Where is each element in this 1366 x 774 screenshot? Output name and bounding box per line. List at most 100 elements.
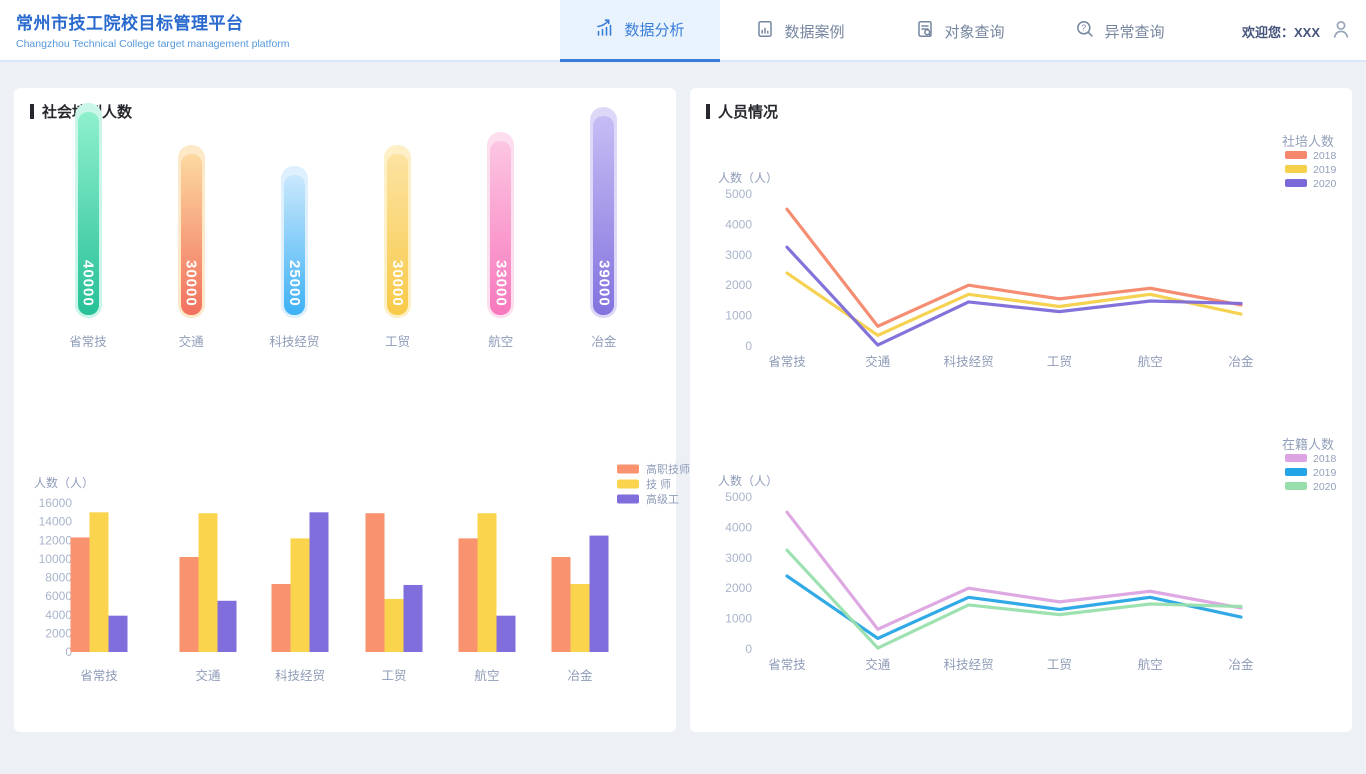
- capsule-bar-chart[interactable]: 40000 省常技 30000 交通 25000 科技经贸 30000 工贸 33000 航空 39…: [44, 103, 648, 350]
- y-axis-title: 人数（人）: [34, 475, 94, 490]
- legend-label: 2020: [1313, 481, 1337, 493]
- bar: [458, 538, 478, 652]
- y-tick-label: 4000: [45, 608, 72, 622]
- legend-swatch: [617, 464, 639, 474]
- y-tick-label: 3000: [725, 551, 752, 565]
- bar: [290, 538, 310, 652]
- bar: [309, 512, 329, 652]
- capsule-bar-halo: 40000: [74, 103, 102, 318]
- capsule-bar-group[interactable]: 30000 工贸: [354, 145, 442, 350]
- capsule-bar-group[interactable]: 25000 科技经贸: [250, 166, 338, 350]
- capsule-bar-group[interactable]: 30000 交通: [147, 145, 235, 350]
- bar-value-label: 40000: [79, 260, 97, 307]
- legend-label: 高级工: [646, 492, 679, 506]
- user-icon[interactable]: [1330, 18, 1352, 45]
- tab-object-query[interactable]: 对象查询: [880, 0, 1040, 62]
- y-tick-label: 5000: [725, 490, 752, 504]
- x-category-label: 省常技: [80, 669, 118, 683]
- search-question-icon: ?: [1075, 19, 1095, 43]
- y-tick-label: 2000: [725, 278, 752, 292]
- legend-label: 2019: [1313, 467, 1337, 479]
- bar: [551, 557, 571, 652]
- capsule-bar-group[interactable]: 33000 航空: [457, 132, 545, 350]
- welcome-text: 欢迎您：XXX: [1241, 24, 1320, 40]
- bar: [108, 615, 128, 652]
- legend-swatch: [1285, 454, 1307, 462]
- bar-series[interactable]: [89, 512, 590, 652]
- capsule-bar[interactable]: 30000: [180, 154, 202, 315]
- panel-social-training: 社会培训人数 40000省常技30000交通25000科技经贸30000工贸33…: [14, 88, 690, 732]
- line-series[interactable]: [785, 271, 1243, 337]
- legend-item[interactable]: 2018: [1285, 150, 1337, 162]
- capsule-bar[interactable]: 33000: [490, 141, 512, 315]
- line-series[interactable]: [785, 207, 1243, 328]
- bar-series[interactable]: [108, 512, 609, 652]
- x-category-label: 工贸: [1047, 355, 1072, 369]
- bar: [89, 512, 109, 652]
- bar: [365, 513, 385, 652]
- x-category-label: 省常技: [768, 658, 806, 672]
- legend-item[interactable]: 2020: [1285, 481, 1337, 493]
- capsule-bar[interactable]: 30000: [387, 154, 409, 315]
- legend-item[interactable]: 2018: [1285, 453, 1337, 465]
- bar: [198, 513, 218, 652]
- capsule-bar[interactable]: 39000: [593, 116, 615, 315]
- y-tick-label: 0: [65, 645, 72, 659]
- y-tick-label: 0: [745, 642, 752, 656]
- legend-item[interactable]: 高级工: [617, 492, 679, 506]
- legend-item[interactable]: 2019: [1285, 164, 1337, 176]
- x-category-label: 工贸: [381, 669, 406, 683]
- bar: [70, 537, 90, 652]
- capsule-bar[interactable]: 25000: [283, 175, 305, 315]
- x-category-label: 航空: [1138, 354, 1163, 369]
- bar: [403, 584, 423, 652]
- y-tick-label: 1000: [725, 612, 752, 626]
- legend-swatch: [617, 479, 639, 489]
- line-series[interactable]: [785, 510, 1243, 631]
- bar-value-label: 30000: [389, 260, 407, 307]
- legend-item[interactable]: 高职技师: [617, 462, 690, 476]
- capsule-bar-halo: 30000: [177, 145, 205, 318]
- y-axis-title: 人数（人）: [718, 473, 778, 488]
- legend-item[interactable]: 2020: [1285, 178, 1337, 190]
- y-tick-label: 1000: [725, 309, 752, 323]
- line-series[interactable]: [785, 574, 1243, 640]
- bar-value-label: 33000: [492, 260, 510, 307]
- bar-series[interactable]: [70, 513, 571, 652]
- brand: 常州市技工院校目标管理平台 Changzhou Technical Colleg…: [16, 9, 290, 50]
- document-chart-icon: [755, 19, 775, 43]
- legend-item[interactable]: 技 师: [617, 478, 671, 491]
- bar: [384, 598, 404, 652]
- capsule-bar-halo: 33000: [487, 132, 515, 318]
- capsule-bar-halo: 39000: [590, 107, 618, 318]
- bar: [271, 584, 291, 652]
- y-axis-title: 人数（人）: [718, 170, 778, 185]
- line-series[interactable]: [785, 548, 1243, 650]
- tab-data-analysis[interactable]: 数据分析: [560, 0, 720, 62]
- legend-label: 2019: [1313, 164, 1337, 176]
- tab-label: 数据分析: [624, 22, 685, 39]
- grouped-bar-chart[interactable]: 人数（人） 0 2000 4000 6000 8000 10000 12000 14000 160…: [14, 460, 690, 692]
- legend-swatch: [1285, 179, 1307, 187]
- svg-text:?: ?: [1082, 23, 1087, 33]
- header: 常州市技工院校目标管理平台 Changzhou Technical Colleg…: [0, 0, 1366, 62]
- y-tick-label: 10000: [39, 552, 73, 566]
- x-category-label: 省常技: [768, 355, 806, 369]
- tab-exception-query[interactable]: ? 异常查询: [1040, 0, 1200, 62]
- tab-label: 对象查询: [944, 23, 1005, 41]
- y-tick-label: 8000: [45, 571, 72, 585]
- capsule-bar[interactable]: 40000: [77, 112, 99, 315]
- legend-label: 2020: [1313, 178, 1337, 190]
- capsule-bar-group[interactable]: 39000 冶金: [560, 107, 648, 350]
- y-tick-label: 14000: [39, 515, 73, 529]
- legend-item[interactable]: 2019: [1285, 467, 1337, 479]
- line-series[interactable]: [785, 245, 1243, 347]
- bar: [217, 600, 237, 652]
- tab-data-cases[interactable]: 数据案例: [720, 0, 880, 62]
- capsule-bar-group[interactable]: 40000 省常技: [44, 103, 132, 350]
- y-tick-label: 3000: [725, 248, 752, 262]
- capsule-bar-halo: 25000: [280, 166, 308, 318]
- category-label: 冶金: [591, 335, 617, 349]
